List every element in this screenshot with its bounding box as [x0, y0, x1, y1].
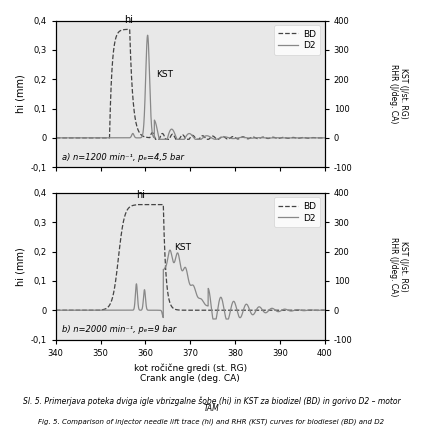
D2: [157, 137, 162, 142]
Text: TAM: TAM: [203, 404, 220, 413]
BD: [153, 137, 158, 142]
D2: [100, 135, 105, 140]
BD: [84, 135, 89, 140]
Text: hi: hi: [124, 15, 133, 25]
BD: [84, 308, 89, 313]
BD: [53, 308, 58, 313]
D2: [84, 135, 89, 140]
D2: [168, 247, 173, 253]
Line: BD: BD: [56, 205, 325, 310]
D2: [317, 135, 322, 140]
BD: [100, 135, 105, 140]
BD: [168, 302, 173, 307]
D2: [210, 316, 215, 321]
Legend: BD, D2: BD, D2: [274, 197, 320, 227]
BD: [288, 308, 293, 313]
D2: [288, 309, 293, 314]
BD: [322, 135, 327, 140]
Text: KST: KST: [175, 243, 192, 252]
Y-axis label: hi (mm): hi (mm): [15, 74, 25, 113]
BD: [322, 308, 327, 313]
Text: a) n=1200 min⁻¹, pₑ=4,5 bar: a) n=1200 min⁻¹, pₑ=4,5 bar: [63, 153, 184, 162]
Legend: BD, D2: BD, D2: [274, 25, 320, 55]
Line: D2: D2: [56, 250, 325, 319]
D2: [53, 308, 58, 313]
Text: hi: hi: [136, 190, 146, 200]
D2: [53, 135, 58, 140]
BD: [157, 137, 162, 142]
D2: [157, 137, 162, 142]
Text: KST: KST: [157, 70, 173, 79]
BD: [317, 135, 322, 140]
Text: Sl. 5. Primerjava poteka dviga igle vbrizgalne šobe (hi) in KST za biodizel (BD): Sl. 5. Primerjava poteka dviga igle vbri…: [23, 397, 400, 407]
BD: [134, 202, 139, 207]
Text: b) n=2000 min⁻¹, pₑ=9 bar: b) n=2000 min⁻¹, pₑ=9 bar: [63, 325, 177, 334]
X-axis label: kot ročične gredi (st. RG)
Crank angle (deg. CA): kot ročične gredi (st. RG) Crank angle (…: [134, 363, 247, 383]
D2: [84, 308, 89, 313]
BD: [317, 308, 322, 313]
Text: Fig. 5. Comparison of injector needle lift trace (hi) and RHR (KST) curves for b: Fig. 5. Comparison of injector needle li…: [38, 419, 385, 425]
D2: [168, 248, 173, 253]
D2: [157, 308, 162, 313]
D2: [322, 308, 327, 313]
BD: [127, 27, 132, 32]
D2: [145, 33, 150, 38]
Y-axis label: KST (J/st. RG)
RHR (J/deg. CA): KST (J/st. RG) RHR (J/deg. CA): [389, 237, 408, 296]
D2: [322, 135, 327, 140]
D2: [168, 127, 173, 132]
BD: [168, 134, 173, 139]
D2: [100, 308, 105, 313]
BD: [288, 135, 293, 140]
Line: BD: BD: [56, 30, 325, 140]
D2: [288, 135, 293, 140]
BD: [100, 307, 105, 312]
BD: [53, 135, 58, 140]
Y-axis label: hi (mm): hi (mm): [15, 247, 25, 285]
Line: D2: D2: [56, 35, 325, 140]
BD: [157, 202, 162, 207]
D2: [317, 308, 322, 313]
Y-axis label: KST (J/st. RG)
RHR (J/deg. CA): KST (J/st. RG) RHR (J/deg. CA): [389, 64, 408, 124]
